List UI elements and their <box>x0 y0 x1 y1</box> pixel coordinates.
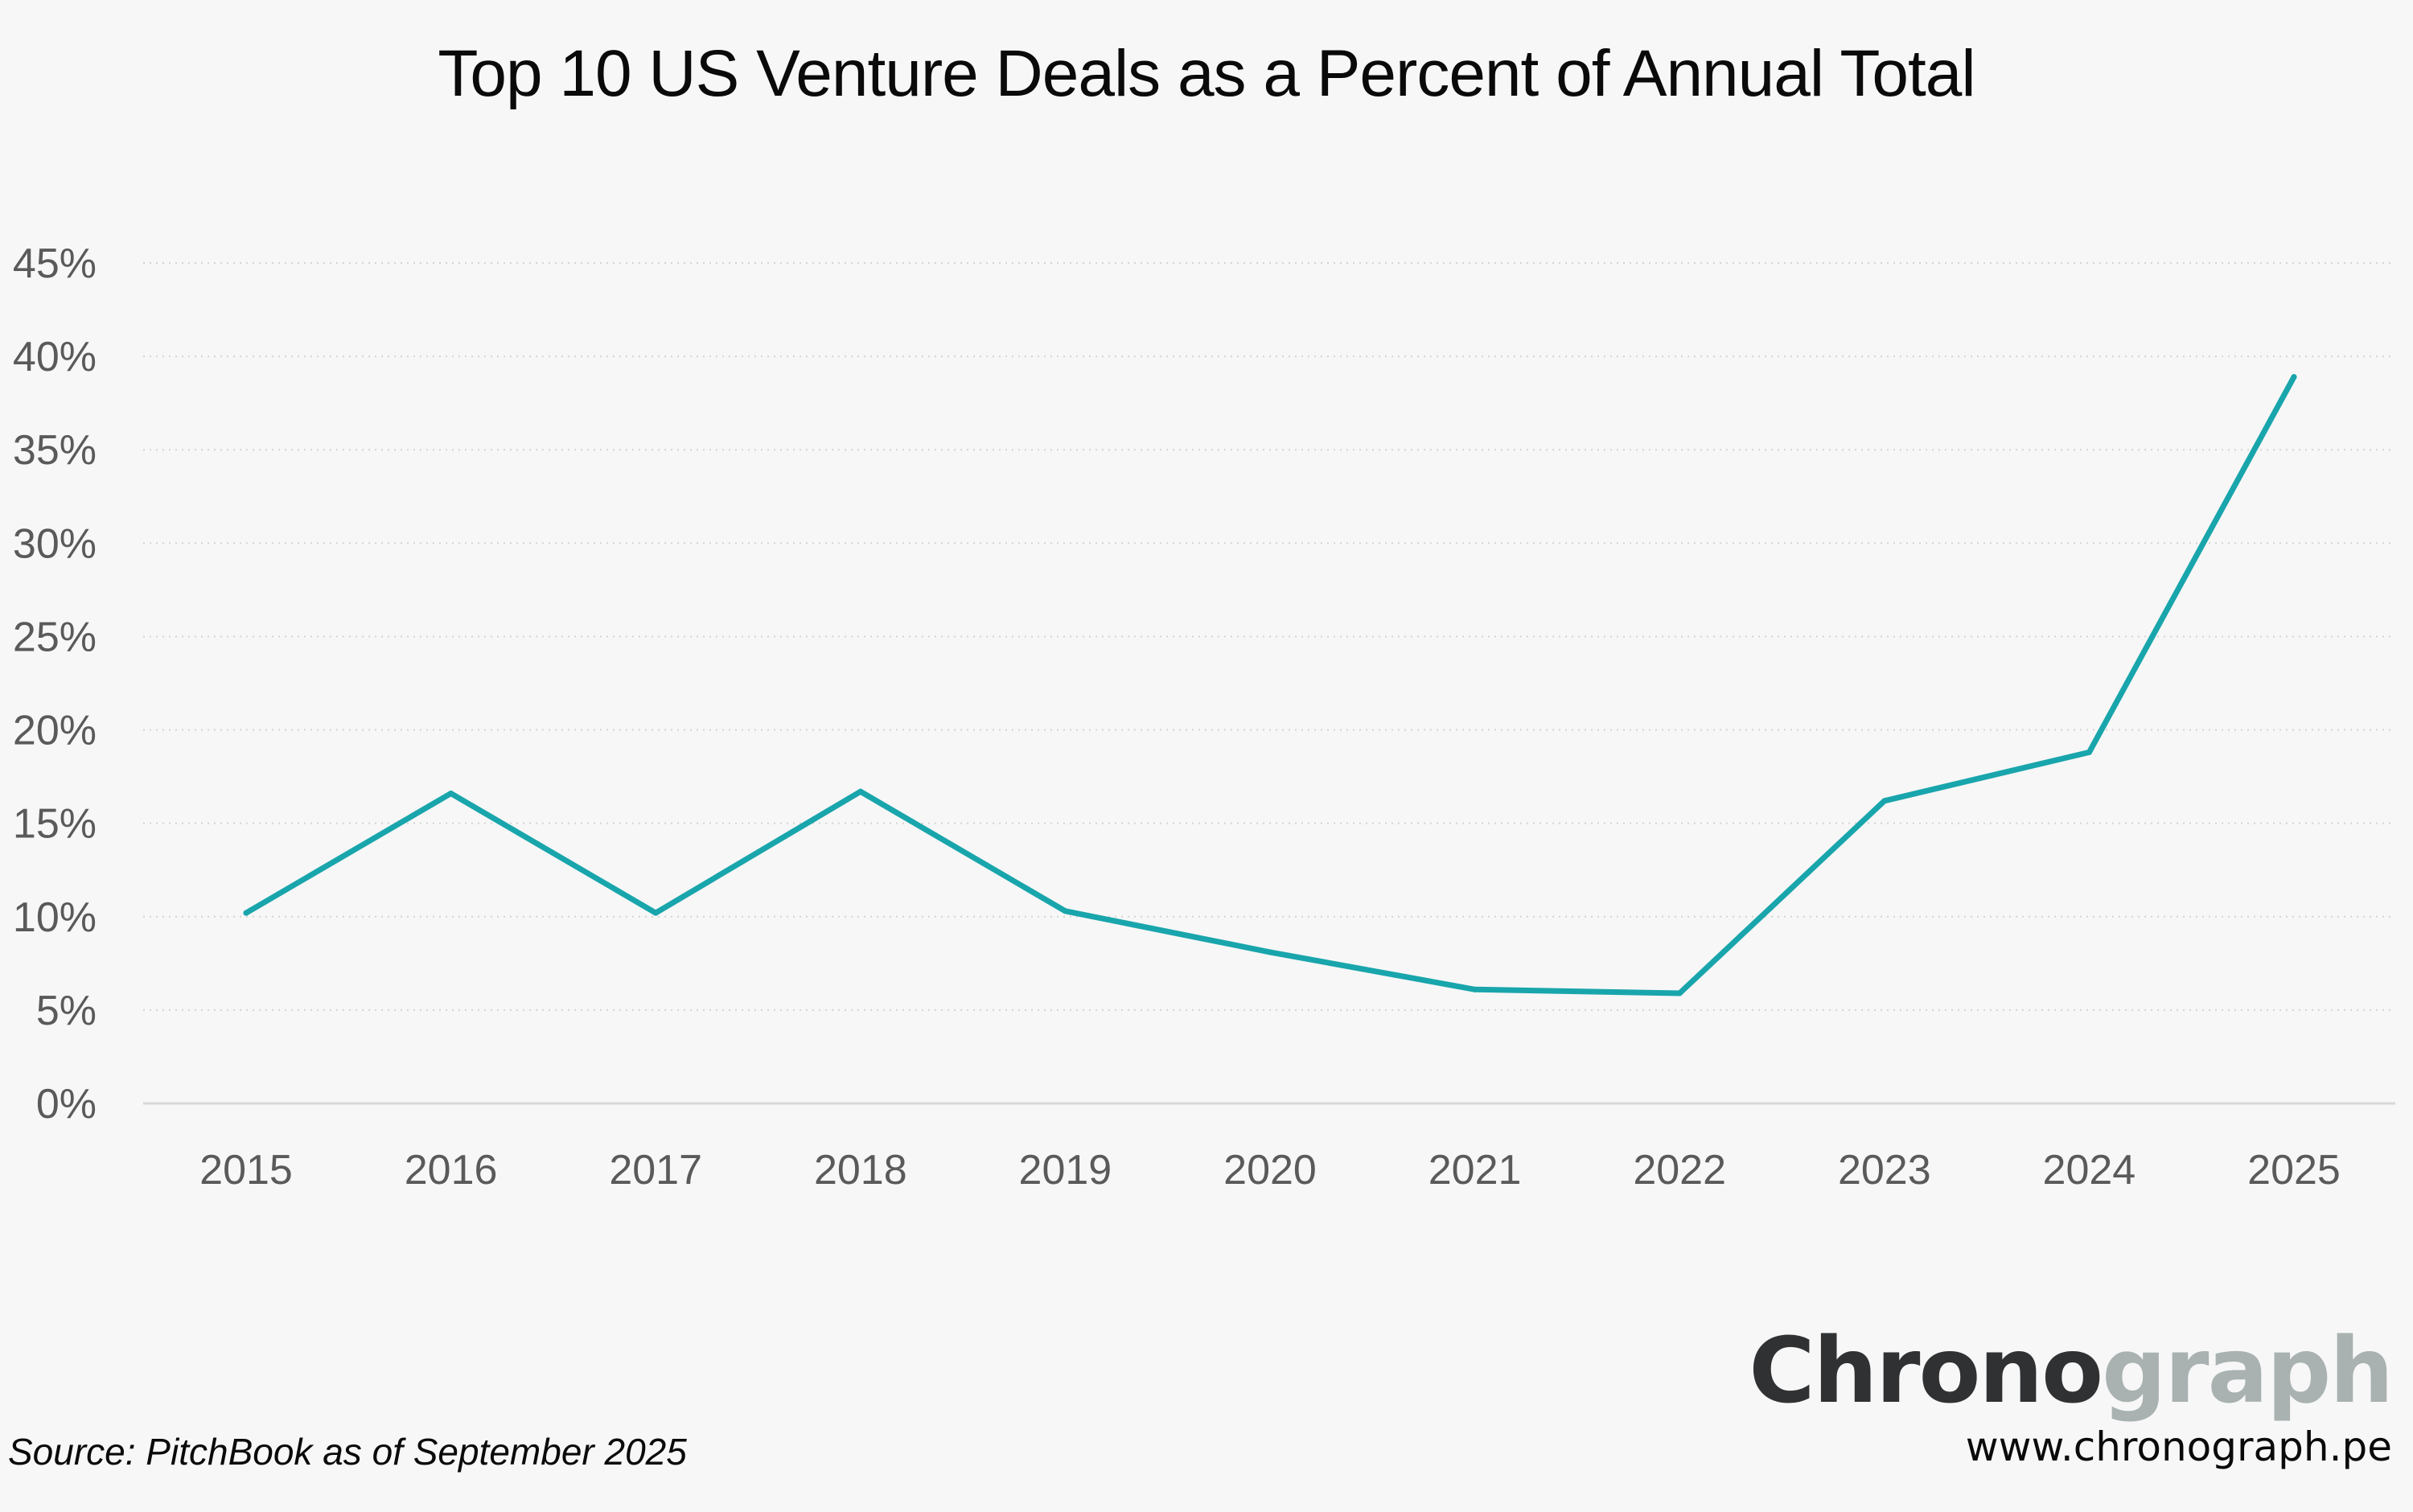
y-axis-ticks: 0% 5% 10% 15% 20% 25% 30% 35% 40% 45% <box>13 240 97 1128</box>
data-point <box>1472 986 1478 992</box>
y-tick-label: 10% <box>13 894 97 941</box>
brand-url[interactable]: www.chronograph.pe <box>1965 1424 2392 1470</box>
y-tick-label: 15% <box>13 801 97 848</box>
x-tick-label: 2023 <box>1838 1147 1931 1194</box>
y-tick-label: 5% <box>36 988 97 1034</box>
x-tick-label: 2016 <box>405 1147 498 1194</box>
x-tick-label: 2024 <box>2043 1147 2136 1194</box>
series <box>243 374 2297 996</box>
brand-logo: Chronograph <box>1749 1319 2394 1424</box>
data-point <box>1676 990 1683 996</box>
series-line <box>243 374 2297 996</box>
y-tick-label: 40% <box>13 334 97 380</box>
data-point <box>652 910 659 916</box>
brand-logo-light: graph <box>2102 1319 2394 1424</box>
y-tick-label: 45% <box>13 240 97 287</box>
brand-logo-dark: Chrono <box>1749 1319 2103 1424</box>
data-point <box>243 910 249 916</box>
data-point <box>857 788 864 795</box>
x-tick-label: 2022 <box>1633 1147 1726 1194</box>
data-point <box>448 791 454 797</box>
source-note: Source: PitchBook as of September 2025 <box>8 1431 687 1473</box>
data-point <box>1062 908 1068 914</box>
x-tick-label: 2015 <box>199 1147 293 1194</box>
x-axis-ticks: 2015 2016 2017 2018 2019 2020 2021 2022 2023 2024… <box>199 1147 2341 1194</box>
y-tick-label: 35% <box>13 427 97 474</box>
data-point <box>1881 798 1888 804</box>
data-point <box>2291 374 2297 380</box>
x-tick-label: 2025 <box>2247 1147 2341 1194</box>
x-tick-label: 2017 <box>609 1147 702 1194</box>
x-tick-label: 2021 <box>1428 1147 1522 1194</box>
y-tick-label: 25% <box>13 614 97 660</box>
y-tick-label: 30% <box>13 520 97 567</box>
data-point <box>2086 749 2092 755</box>
chart-title: Top 10 US Venture Deals as a Percent of … <box>438 37 1975 110</box>
x-tick-label: 2019 <box>1019 1147 1112 1194</box>
x-tick-label: 2018 <box>814 1147 907 1194</box>
gridlines <box>143 262 2395 1105</box>
y-tick-label: 20% <box>13 708 97 754</box>
x-tick-label: 2020 <box>1223 1147 1317 1194</box>
y-tick-label: 0% <box>36 1081 97 1128</box>
data-point <box>1267 949 1273 955</box>
